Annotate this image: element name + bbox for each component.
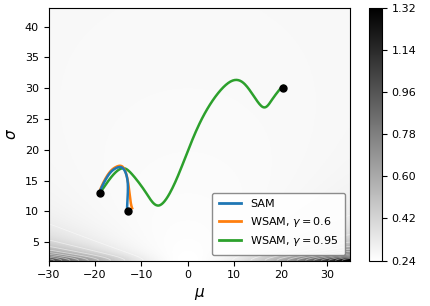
Legend: SAM, WSAM, $\gamma = 0.6$, WSAM, $\gamma = 0.95$: SAM, WSAM, $\gamma = 0.6$, WSAM, $\gamma… <box>212 192 345 255</box>
Y-axis label: $\sigma$: $\sigma$ <box>4 128 19 140</box>
X-axis label: $\mu$: $\mu$ <box>194 286 205 302</box>
